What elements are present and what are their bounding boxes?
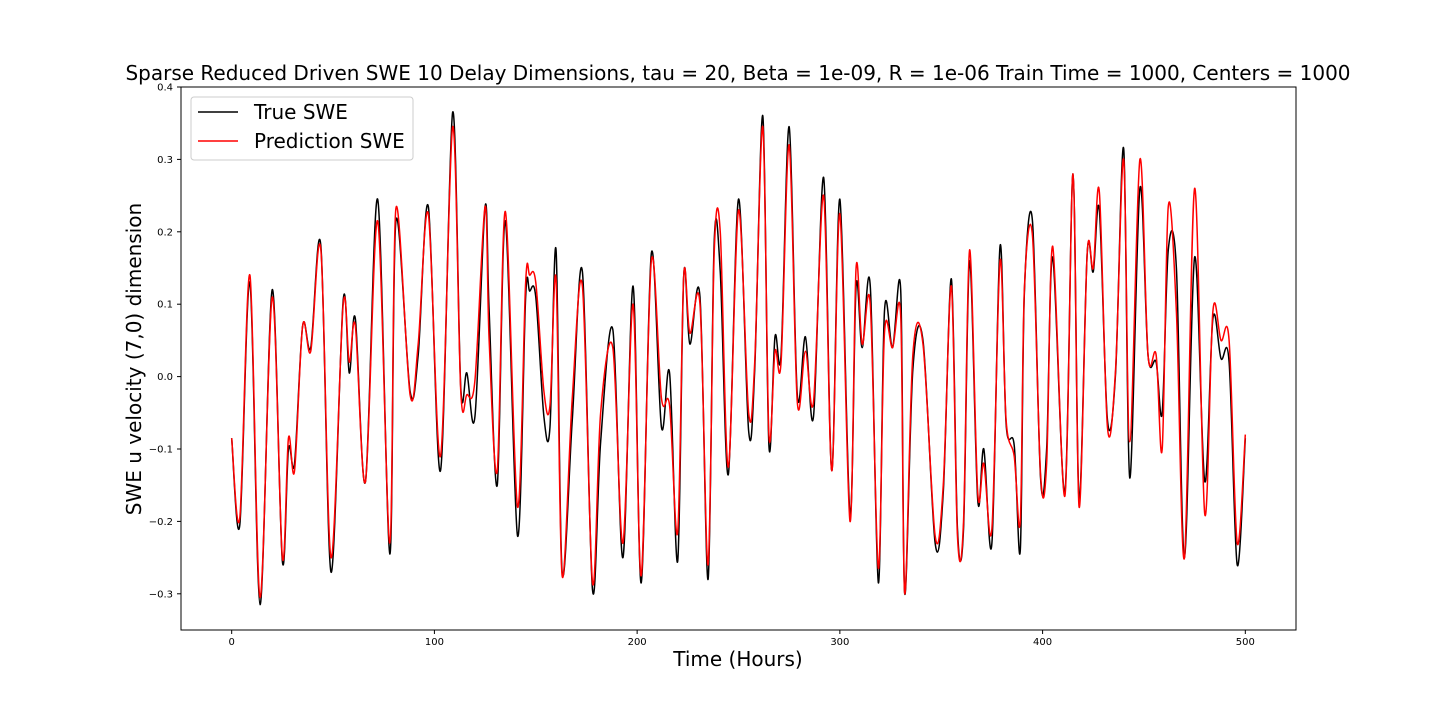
x-axis-label: Time (Hours)	[672, 647, 803, 671]
y-tick-label: 0.2	[157, 227, 173, 238]
x-tick-label: 300	[830, 637, 849, 648]
x-tick-label: 500	[1236, 637, 1255, 648]
x-tick-label: 400	[1033, 637, 1052, 648]
legend-label-true-swe: True SWE	[253, 100, 348, 124]
chart-title: Sparse Reduced Driven SWE 10 Delay Dimen…	[125, 61, 1350, 85]
plot-area-frame	[180, 86, 1297, 631]
x-tick-label: 0	[228, 637, 234, 648]
y-tick-label: 0.0	[157, 372, 173, 383]
y-tick-label: −0.2	[149, 517, 173, 528]
y-tick-label: 0.4	[157, 83, 173, 94]
x-tick-label: 200	[628, 637, 647, 648]
plot-series-group	[230, 111, 1247, 606]
x-tick-label: 100	[425, 637, 444, 648]
y-tick-label: 0.1	[157, 300, 173, 311]
series-line-prediction	[230, 126, 1247, 599]
x-axis: 0 100 200 300 400 500	[228, 630, 1255, 648]
y-tick-label: −0.3	[149, 589, 173, 600]
legend-box	[190, 96, 414, 161]
y-axis: −0.3 −0.2 −0.1 0.0 0.1 0.2 0.3 0.4	[149, 83, 181, 600]
legend-label-prediction-swe: Prediction SWE	[254, 129, 405, 153]
y-tick-label: −0.1	[149, 445, 173, 456]
y-axis-label: SWE u velocity (7,0) dimension	[122, 203, 146, 515]
legend: True SWE Prediction SWE	[190, 96, 414, 161]
y-tick-label: 0.3	[157, 155, 173, 166]
